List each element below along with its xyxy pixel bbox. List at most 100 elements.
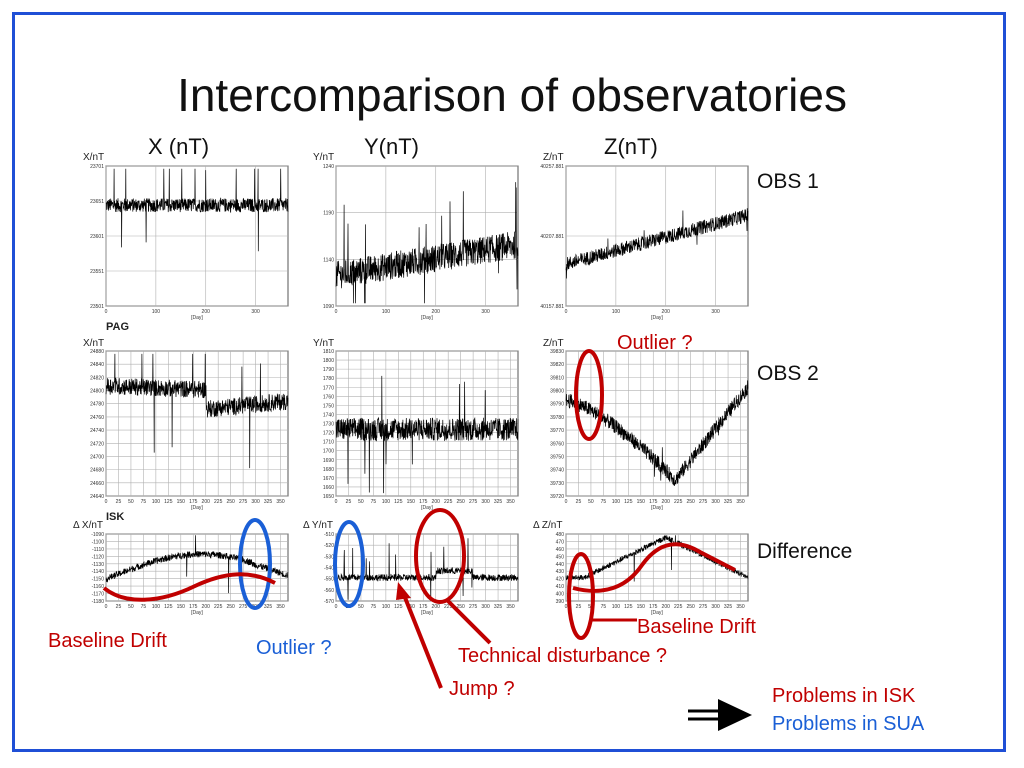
slide-frame: [12, 12, 1006, 752]
x-tick-label: 25: [116, 604, 122, 610]
axis-unit-y-bot: Δ Y/nT: [303, 520, 334, 531]
x-tick-label: 325: [264, 499, 273, 505]
y-tick-label: 1190: [323, 211, 334, 217]
annotation-baseline-drift-left: Baseline Drift: [48, 630, 167, 652]
x-tick-label: 300: [711, 604, 720, 610]
y-tick-label: -1170: [92, 592, 105, 598]
y-tick-label: 23551: [90, 269, 104, 275]
x-tick-label: 150: [407, 604, 416, 610]
x-tick-label: 225: [674, 604, 683, 610]
x-tick-label: 300: [711, 499, 720, 505]
column-label-y: Y(nT): [364, 134, 419, 159]
x-tick-label: 275: [469, 499, 478, 505]
x-axis-label: [Day]: [191, 610, 203, 616]
x-tick-label: 325: [724, 499, 733, 505]
x-tick-label: 100: [152, 604, 161, 610]
y-tick-label: 39780: [550, 415, 564, 421]
y-tick-label: 39720: [550, 494, 564, 500]
x-tick-label: 275: [699, 499, 708, 505]
y-tick-label: 1750: [323, 403, 334, 409]
x-tick-label: 0: [565, 499, 568, 505]
axis-unit-x-bot: Δ X/nT: [73, 520, 104, 531]
slide-title: Intercomparison of observatories: [177, 69, 847, 121]
x-tick-label: 0: [105, 604, 108, 610]
annotation-jump: Jump ?: [449, 678, 515, 700]
x-tick-label: 300: [481, 309, 490, 315]
x-tick-label: 75: [601, 604, 607, 610]
x-tick-label: 325: [494, 499, 503, 505]
y-tick-label: 450: [556, 554, 565, 560]
y-tick-label: 480: [556, 532, 565, 538]
y-tick-label: -1100: [92, 539, 105, 545]
x-tick-label: 225: [214, 499, 223, 505]
y-tick-label: 40157.881: [540, 304, 564, 310]
x-tick-label: 350: [276, 499, 285, 505]
y-tick-label: 39730: [550, 481, 564, 487]
x-tick-label: 125: [624, 499, 633, 505]
x-tick-label: 50: [588, 499, 594, 505]
y-tick-label: 23501: [90, 304, 104, 310]
x-tick-label: 150: [177, 604, 186, 610]
x-tick-label: 100: [152, 499, 161, 505]
x-tick-label: 300: [481, 604, 490, 610]
x-tick-label: 350: [276, 604, 285, 610]
y-tick-label: 430: [556, 569, 565, 575]
x-tick-label: 100: [382, 604, 391, 610]
x-axis-label: [Day]: [651, 315, 663, 321]
x-tick-label: 25: [346, 499, 352, 505]
y-tick-label: 24820: [90, 375, 104, 381]
series-line: [105, 353, 289, 469]
x-tick-label: 225: [214, 604, 223, 610]
x-tick-label: 300: [251, 309, 260, 315]
chart-obs2-z: 39830 39820 39810 39800 39790 39780 39770 39760…: [550, 349, 749, 511]
y-tick-label: -1110: [92, 547, 104, 553]
y-tick-label: 40207.881: [540, 234, 564, 240]
x-tick-label: 200: [432, 309, 441, 315]
x-axis-label: [Day]: [651, 610, 663, 616]
y-tick-label: 24780: [90, 402, 104, 408]
x-tick-label: 100: [382, 309, 391, 315]
x-tick-label: 350: [506, 604, 515, 610]
x-tick-label: 250: [226, 499, 235, 505]
x-tick-label: 200: [662, 604, 671, 610]
x-tick-label: 200: [662, 309, 671, 315]
x-tick-label: 0: [565, 309, 568, 315]
x-tick-label: 150: [637, 604, 646, 610]
x-tick-label: 250: [226, 604, 235, 610]
series-line: [335, 375, 519, 494]
conclusion-sua: Problems in SUA: [772, 713, 925, 735]
y-tick-label: 24720: [90, 441, 104, 447]
y-tick-label: -560: [324, 588, 334, 594]
y-tick-label: 460: [556, 547, 565, 553]
y-tick-label: 23601: [90, 234, 104, 240]
y-tick-label: 1800: [323, 358, 334, 364]
y-tick-label: 400: [556, 592, 565, 598]
x-tick-label: 125: [394, 604, 403, 610]
y-tick-label: 39740: [550, 468, 564, 474]
y-tick-label: 39810: [550, 375, 564, 381]
x-tick-label: 325: [494, 604, 503, 610]
y-tick-label: -1180: [92, 599, 105, 605]
y-tick-label: 470: [556, 539, 565, 545]
x-tick-label: 350: [736, 604, 745, 610]
x-tick-label: 325: [264, 604, 273, 610]
x-tick-label: 75: [371, 499, 377, 505]
x-tick-label: 150: [637, 499, 646, 505]
y-tick-label: 39790: [550, 402, 564, 408]
y-tick-label: -520: [324, 543, 334, 549]
x-tick-label: 175: [649, 499, 658, 505]
y-tick-label: 1240: [323, 164, 334, 170]
x-tick-label: 225: [674, 499, 683, 505]
x-tick-label: 350: [506, 499, 515, 505]
x-tick-label: 125: [394, 499, 403, 505]
x-tick-label: 0: [335, 309, 338, 315]
axis-unit-x-top: X/nT: [83, 152, 105, 163]
x-tick-label: 50: [588, 604, 594, 610]
x-tick-label: 0: [335, 499, 338, 505]
column-label-x: X (nT): [148, 134, 210, 159]
y-tick-label: 39820: [550, 362, 564, 368]
x-tick-label: 125: [164, 604, 173, 610]
